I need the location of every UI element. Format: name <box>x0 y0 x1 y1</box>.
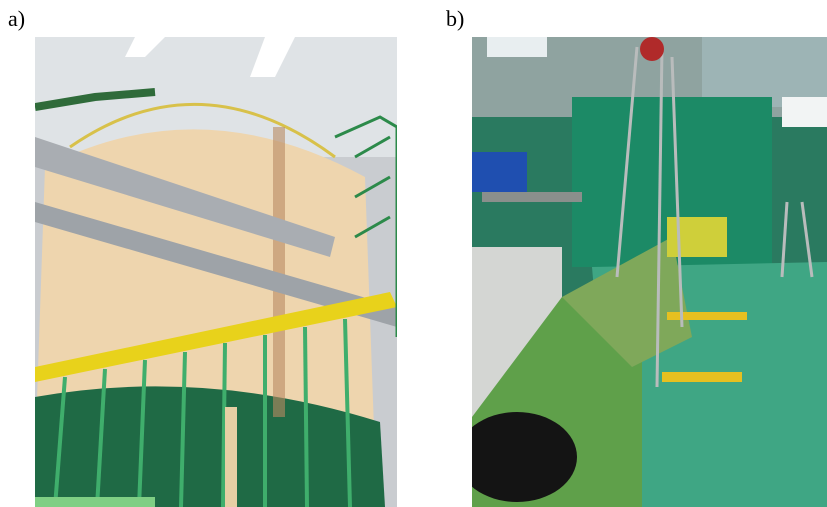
photo-tank <box>35 37 397 507</box>
panel-label: b) <box>446 6 464 32</box>
figure: a) b) <box>0 0 827 507</box>
photo-tunnel <box>472 37 827 507</box>
panel-label: a) <box>8 6 25 32</box>
